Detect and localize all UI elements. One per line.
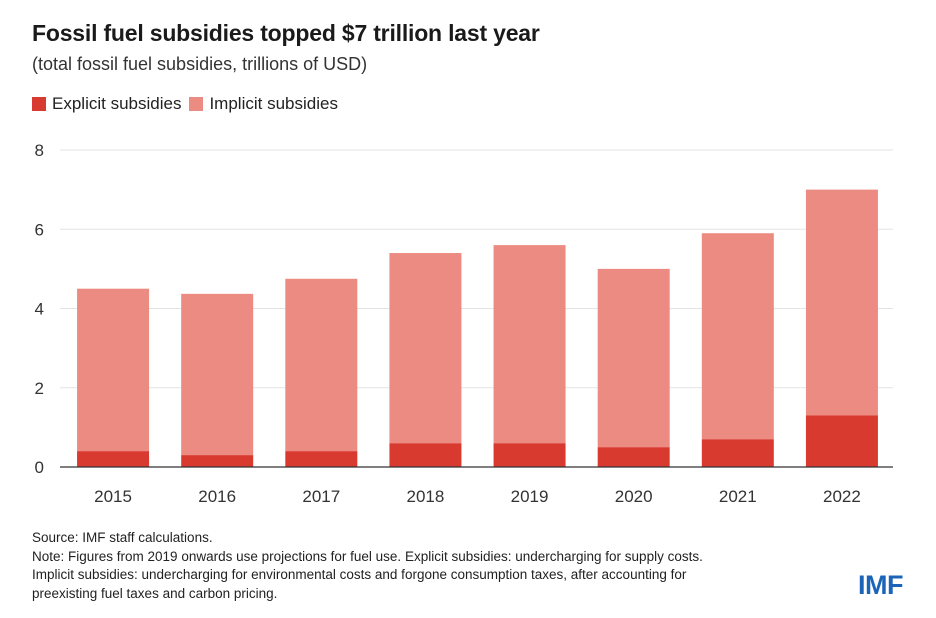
legend-label-implicit: Implicit subsidies [209, 94, 338, 113]
bar-explicit [805, 415, 878, 467]
note-line-3: preexisting fuel taxes and carbon pricin… [32, 585, 278, 601]
x-tick-label: 2020 [615, 487, 653, 506]
x-tick-label: 2018 [407, 487, 445, 506]
x-tick-label: 2015 [94, 487, 132, 506]
bar-implicit [389, 253, 462, 444]
x-tick-label: 2019 [511, 487, 549, 506]
y-tick-label: 2 [35, 379, 44, 398]
bar-explicit [389, 443, 462, 467]
chart-title: Fossil fuel subsidies topped $7 trillion… [32, 20, 540, 46]
bar-implicit [493, 245, 566, 444]
legend-swatch-explicit [32, 97, 46, 111]
bar-explicit [181, 455, 254, 467]
imf-logo: IMF [858, 570, 904, 600]
chart-subtitle: (total fossil fuel subsidies, trillions … [32, 54, 368, 74]
bar-explicit [493, 443, 566, 467]
bar-explicit [285, 451, 358, 467]
legend-label-explicit: Explicit subsidies [52, 94, 182, 113]
bar-implicit [701, 233, 774, 440]
x-tick-label: 2022 [823, 487, 861, 506]
bar-implicit [181, 293, 254, 456]
chart-footer: Source: IMF staff calculations. Note: Fi… [32, 529, 832, 603]
bar-explicit [701, 439, 774, 467]
legend-swatch-implicit [189, 97, 204, 111]
x-tick-label: 2021 [719, 487, 757, 506]
legend: Explicit subsidies Implicit subsidies [32, 94, 346, 114]
bar-explicit [597, 447, 670, 467]
bar-implicit [805, 189, 878, 416]
legend-item-implicit: Implicit subsidies [189, 94, 338, 114]
bar-implicit [597, 268, 670, 448]
bar-explicit [77, 451, 150, 467]
source-note: Source: IMF staff calculations. [32, 530, 213, 545]
y-tick-label: 4 [35, 300, 44, 319]
x-tick-label: 2016 [198, 487, 236, 506]
y-tick-label: 8 [35, 141, 44, 160]
x-tick-label: 2017 [302, 487, 340, 506]
bar-implicit [285, 278, 358, 452]
note-line-1: Note: Figures from 2019 onwards use proj… [32, 548, 703, 564]
note-line-2: Implicit subsidies: undercharging for en… [32, 567, 687, 582]
bar-implicit [77, 288, 150, 452]
y-tick-label: 0 [35, 458, 44, 477]
legend-item-explicit: Explicit subsidies [32, 94, 181, 114]
y-tick-label: 6 [35, 220, 44, 239]
